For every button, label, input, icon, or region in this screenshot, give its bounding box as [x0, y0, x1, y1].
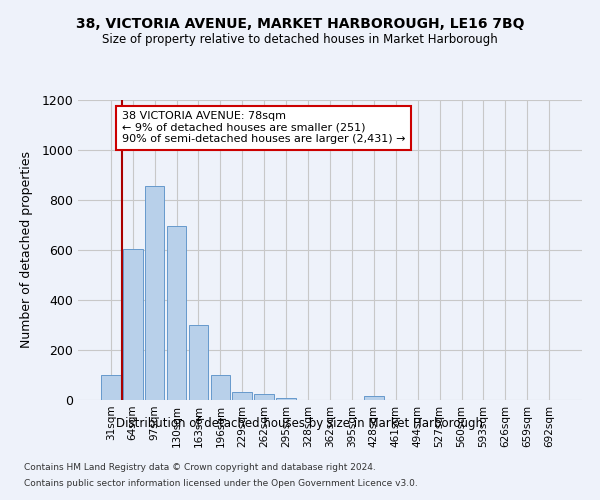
Bar [188, 325, 208, 400]
Bar [211, 375, 230, 400]
Bar [101, 375, 121, 400]
Y-axis label: Number of detached properties: Number of detached properties [20, 152, 33, 348]
Text: Size of property relative to detached houses in Market Harborough: Size of property relative to detached ho… [102, 32, 498, 46]
Bar [167, 226, 187, 400]
Text: Contains public sector information licensed under the Open Government Licence v3: Contains public sector information licen… [24, 478, 418, 488]
Bar [254, 394, 274, 400]
Bar [364, 396, 384, 400]
Text: Contains HM Land Registry data © Crown copyright and database right 2024.: Contains HM Land Registry data © Crown c… [24, 464, 376, 472]
Text: 38 VICTORIA AVENUE: 78sqm
← 9% of detached houses are smaller (251)
90% of semi-: 38 VICTORIA AVENUE: 78sqm ← 9% of detach… [122, 112, 405, 144]
Text: 38, VICTORIA AVENUE, MARKET HARBOROUGH, LE16 7BQ: 38, VICTORIA AVENUE, MARKET HARBOROUGH, … [76, 18, 524, 32]
Text: Distribution of detached houses by size in Market Harborough: Distribution of detached houses by size … [116, 418, 484, 430]
Bar [276, 398, 296, 400]
Bar [123, 248, 143, 400]
Bar [232, 392, 252, 400]
Bar [145, 186, 164, 400]
